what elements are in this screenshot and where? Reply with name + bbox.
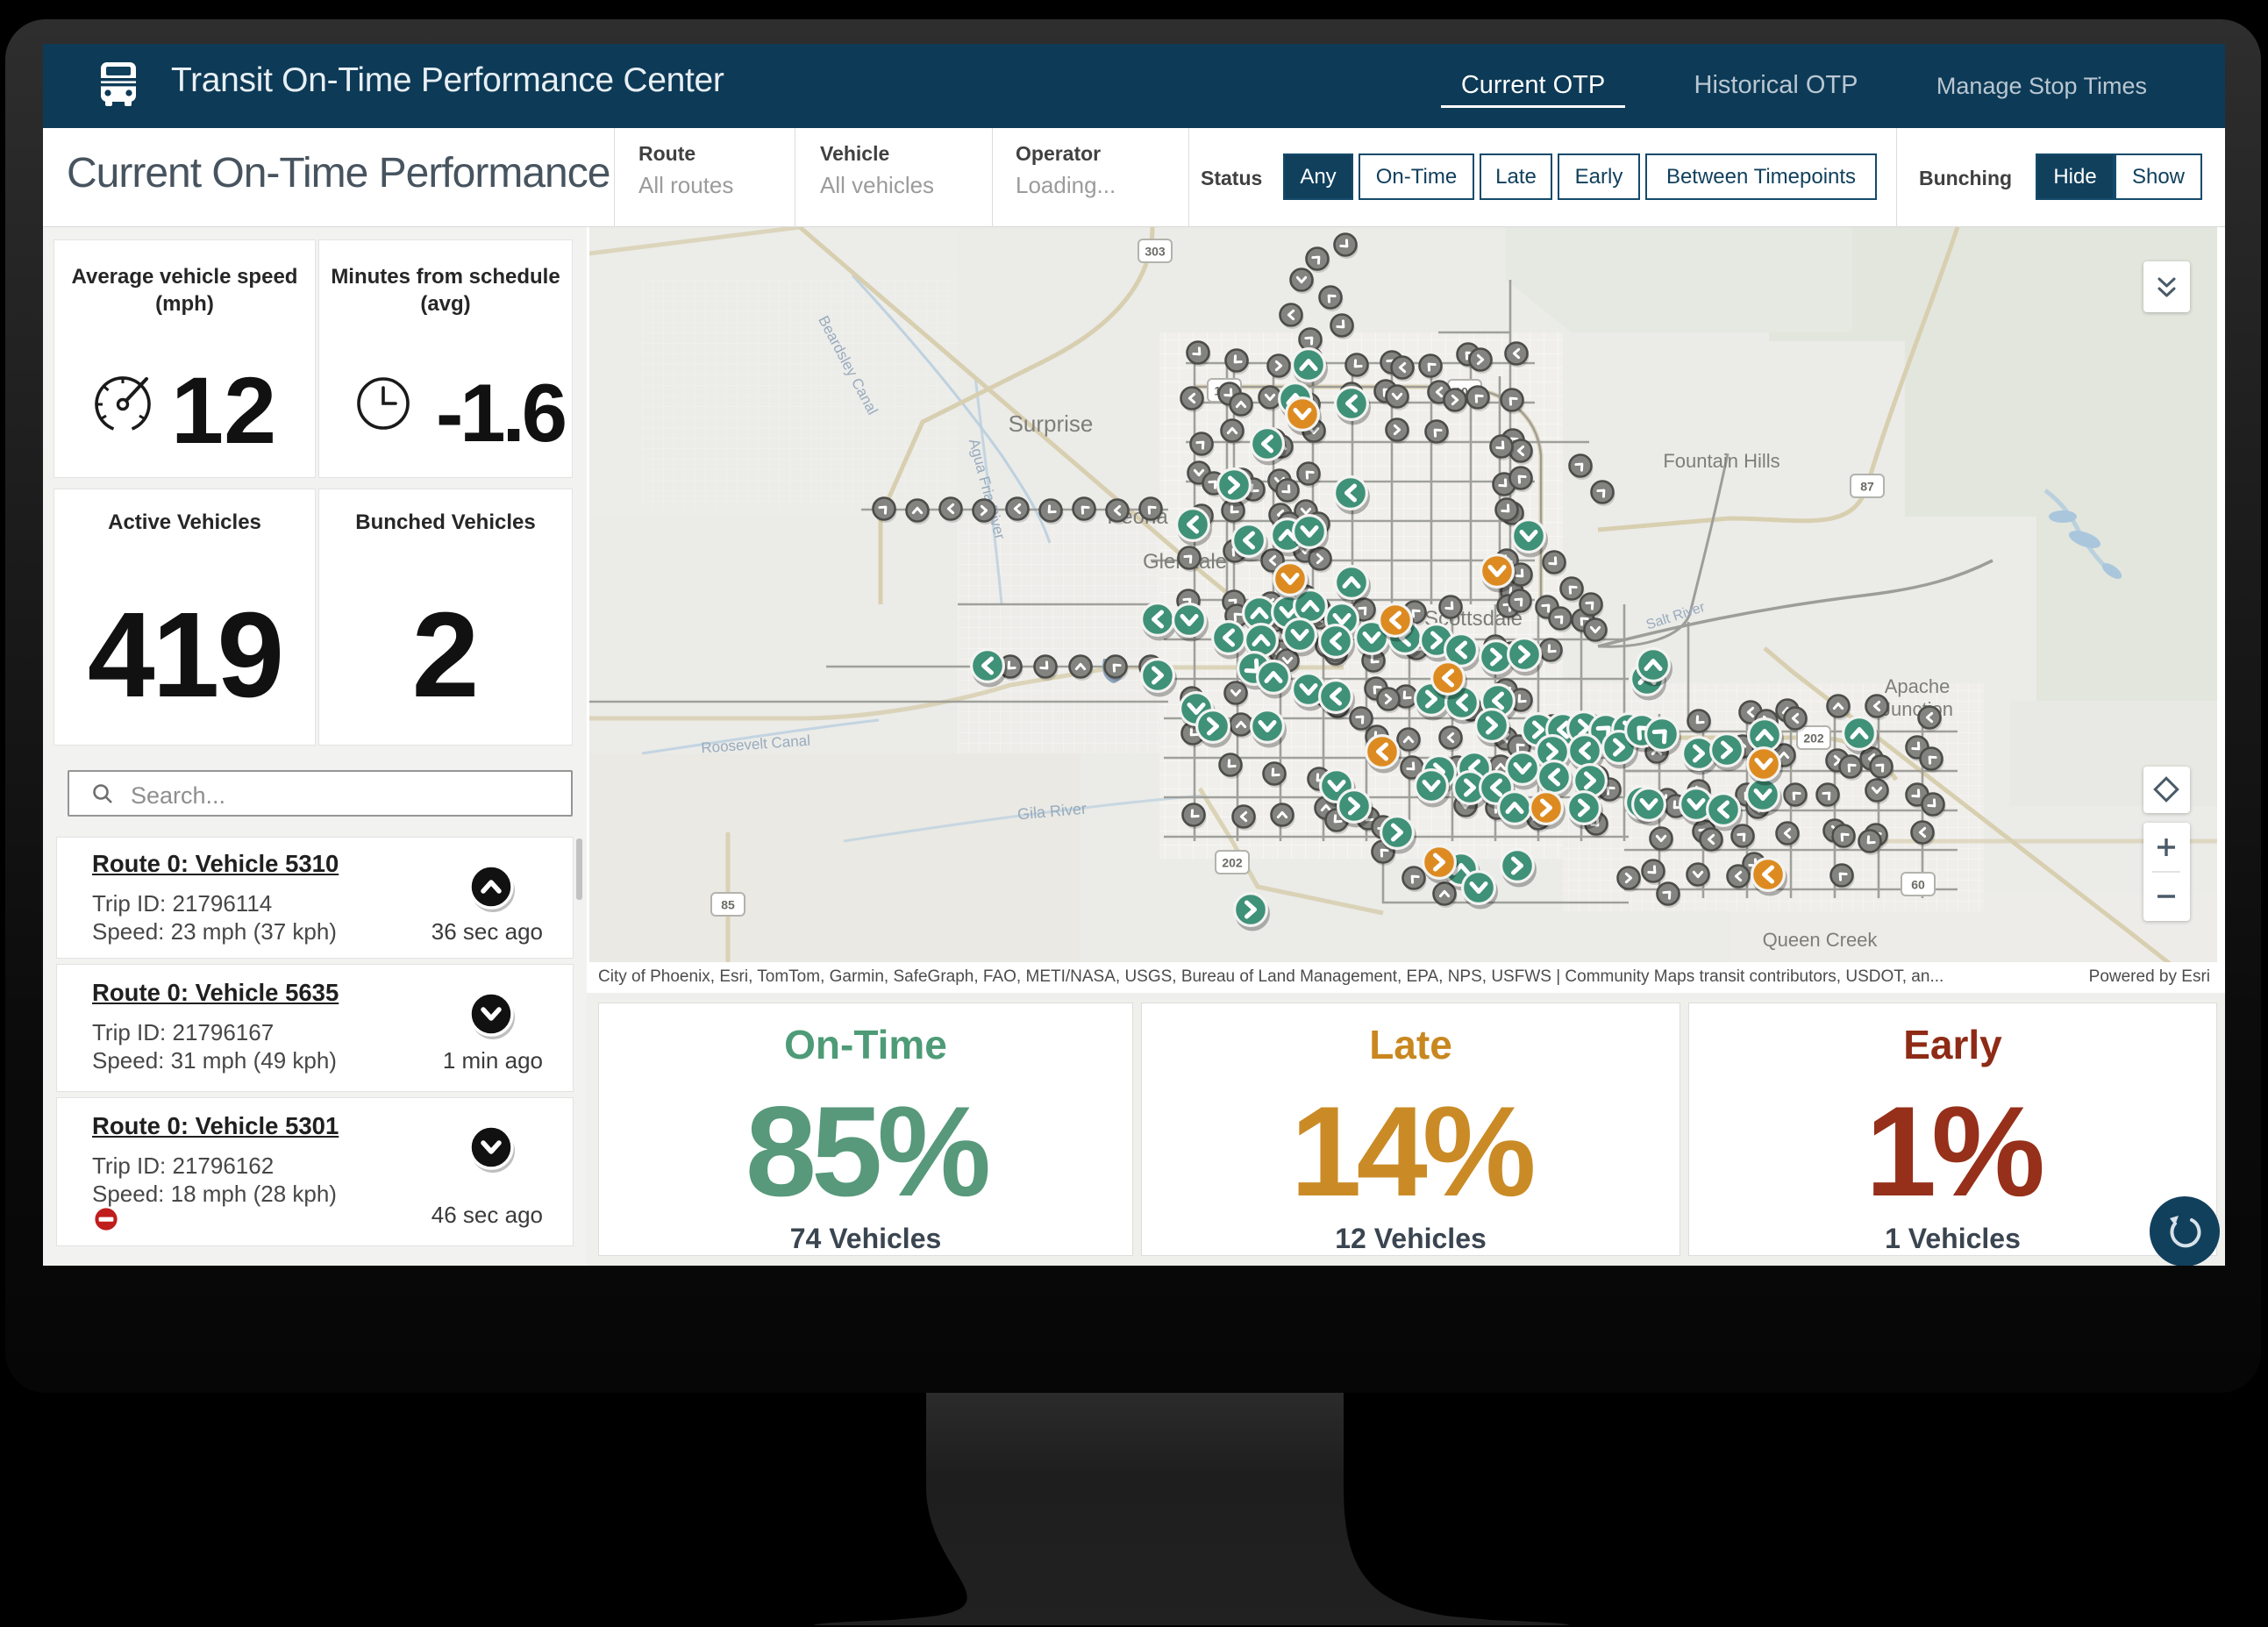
svg-text:Fountain Hills: Fountain Hills bbox=[1663, 450, 1779, 472]
svg-text:Apache: Apache bbox=[1885, 675, 1951, 697]
svg-text:Queen Creek: Queen Creek bbox=[1763, 929, 1879, 951]
svg-text:87: 87 bbox=[1860, 480, 1874, 494]
svg-text:60: 60 bbox=[1911, 878, 1925, 892]
svg-text:85: 85 bbox=[721, 898, 735, 912]
svg-text:202: 202 bbox=[1222, 856, 1243, 870]
svg-text:303: 303 bbox=[1145, 245, 1166, 259]
svg-text:202: 202 bbox=[1803, 731, 1824, 746]
svg-text:Junction: Junction bbox=[1881, 698, 1953, 720]
svg-text:Surprise: Surprise bbox=[1009, 410, 1094, 437]
